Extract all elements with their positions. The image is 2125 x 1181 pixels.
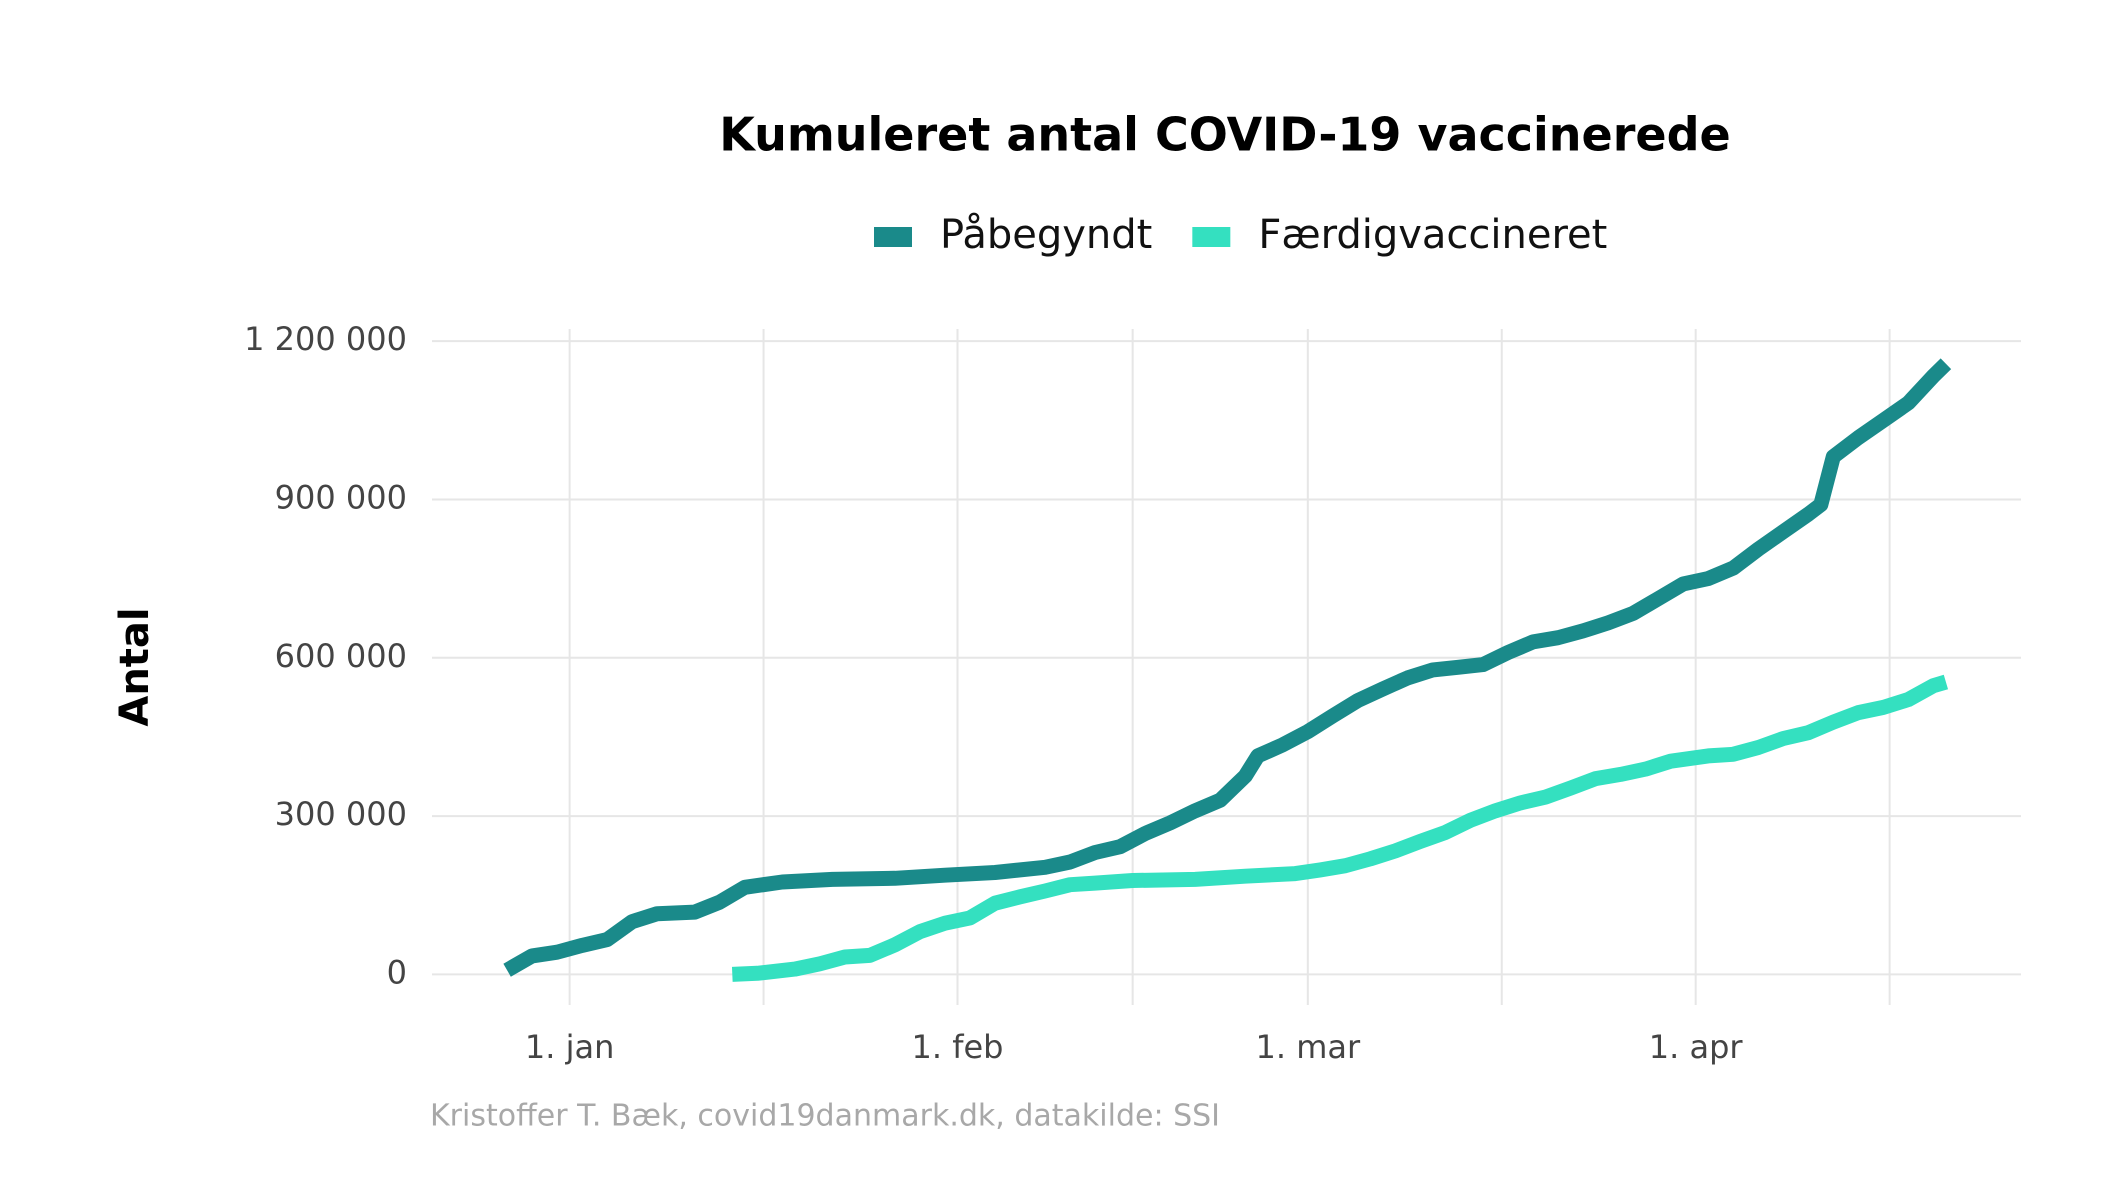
y-tick-label: 300 000 — [275, 795, 407, 833]
series-line — [731, 674, 1949, 982]
x-tick-label: 1. apr — [1649, 1028, 1744, 1066]
y-tick-label: 1 200 000 — [244, 320, 407, 358]
x-tick-label: 1. mar — [1256, 1028, 1361, 1066]
legend: Påbegyndt Færdigvaccineret — [874, 212, 1607, 258]
caption: Kristoffer T. Bæk, covid19danmark.dk, da… — [430, 1099, 1220, 1134]
series-line — [503, 358, 1952, 977]
y-axis-label: Antal — [112, 607, 158, 726]
y-tick-label: 600 000 — [275, 637, 407, 675]
y-tick-label: 900 000 — [275, 478, 407, 516]
x-tick-label: 1. jan — [525, 1028, 614, 1066]
legend-swatch — [1192, 227, 1231, 247]
legend-label: Færdigvaccineret — [1258, 212, 1607, 258]
legend-swatch — [874, 227, 912, 247]
legend-label: Påbegyndt — [940, 212, 1152, 258]
x-tick-label: 1. feb — [912, 1028, 1004, 1066]
y-tick-label: 0 — [387, 953, 407, 991]
chart-title: Kumuleret antal COVID-19 vaccinerede — [719, 108, 1731, 162]
